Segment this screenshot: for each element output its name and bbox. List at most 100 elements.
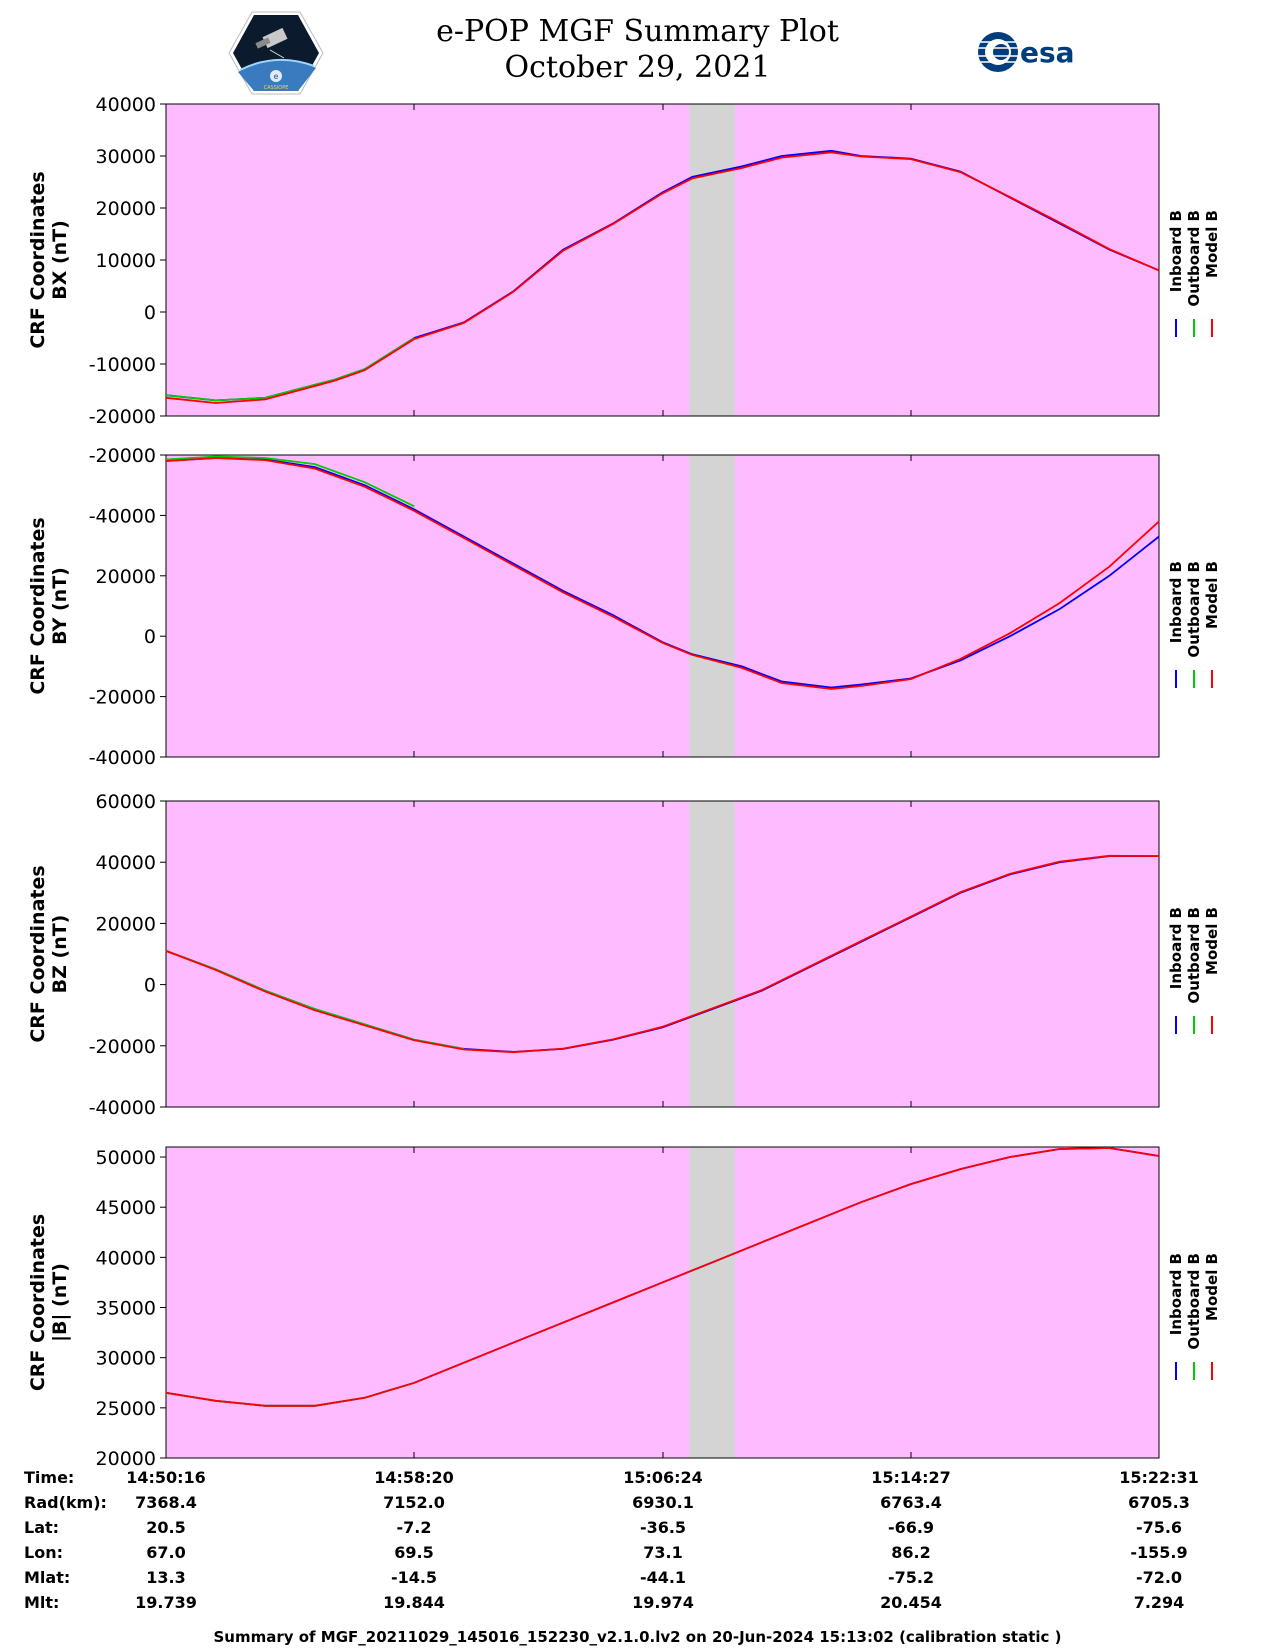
series-line-model-b [165, 151, 1160, 404]
y-tick-label: -40000 [89, 747, 156, 769]
legend-label: Model B [1203, 561, 1221, 629]
y-tick-label: 20000 [96, 198, 156, 220]
y-tick-label: 0 [144, 975, 156, 997]
plot-background [166, 104, 1159, 416]
svg-text:e: e [274, 72, 279, 81]
ephemeris-cell: -7.2 [397, 1518, 432, 1537]
y-tick-label: -20000 [89, 445, 156, 467]
y-tick-label: 60000 [96, 791, 156, 813]
y-axis-label: CRF Coordinates [27, 865, 49, 1042]
y-tick-label: 10000 [96, 250, 156, 272]
cassiope-mission-logo: e CASSIOPE [228, 11, 324, 95]
ephemeris-cell: -14.5 [391, 1568, 437, 1587]
chart-title: e-POP MGF Summary Plot October 29, 2021 [0, 14, 1275, 86]
ephemeris-cell: 20.454 [880, 1593, 942, 1612]
y-tick-label: 25000 [96, 1398, 156, 1420]
ephemeris-cell: 67.0 [146, 1543, 185, 1562]
ephemeris-row-label: Mlat: [24, 1568, 70, 1587]
legend-label: Inboard B [1167, 210, 1185, 292]
plot-background [166, 1147, 1159, 1458]
y-tick-label: 0 [144, 626, 156, 648]
legend-label: Model B [1203, 210, 1221, 278]
data-gap-band [689, 104, 735, 416]
ephemeris-cell: 6930.1 [632, 1493, 694, 1512]
ephemeris-cell: 15:22:31 [1119, 1468, 1199, 1487]
footer-caption: Summary of MGF_20211029_145016_152230_v2… [213, 1628, 1062, 1646]
ephemeris-cell: -66.9 [888, 1518, 934, 1537]
legend-label: Outboard B [1185, 210, 1203, 307]
y-axis-label: CRF Coordinates [27, 1214, 49, 1391]
y-axis-label-unit: BX (nT) [49, 220, 71, 300]
y-axis-label-unit: BY (nT) [49, 567, 71, 645]
y-tick-label: 45000 [96, 1197, 156, 1219]
series-line-model-b [165, 854, 1160, 1054]
ephemeris-cell: -72.0 [1136, 1568, 1182, 1587]
data-gap-band [689, 801, 735, 1107]
legend-label: Outboard B [1185, 1253, 1203, 1350]
legend-label: Inboard B [1167, 561, 1185, 643]
y-tick-label: -20000 [89, 687, 156, 709]
legend-label: Model B [1203, 1253, 1221, 1321]
ephemeris-cell: -44.1 [640, 1568, 686, 1587]
y-axis-label-unit: BZ (nT) [49, 915, 71, 994]
legend-label: Outboard B [1185, 561, 1203, 658]
series-line-model-b [165, 457, 1160, 690]
series-line-model-b [165, 1147, 1160, 1407]
y-tick-label: 20000 [96, 913, 156, 935]
y-tick-label: 0 [144, 302, 156, 324]
ephemeris-cell: 19.974 [632, 1593, 694, 1612]
y-tick-label: -40000 [89, 1097, 156, 1119]
y-tick-label: 35000 [96, 1298, 156, 1320]
y-tick-label: 30000 [96, 1348, 156, 1370]
y-tick-label: 40000 [96, 1247, 156, 1269]
ephemeris-cell: 69.5 [394, 1543, 433, 1562]
ephemeris-cell: -75.2 [888, 1568, 934, 1587]
plot-background [166, 455, 1159, 757]
ephemeris-cell: 73.1 [643, 1543, 682, 1562]
ephemeris-cell: 7368.4 [135, 1493, 197, 1512]
ephemeris-cell: 19.844 [383, 1593, 445, 1612]
esa-logo: esa [978, 32, 1075, 72]
ephemeris-cell: 14:50:16 [126, 1468, 206, 1487]
y-tick-label: 50000 [96, 1147, 156, 1169]
ephemeris-cell: 19.739 [135, 1593, 197, 1612]
y-tick-label: -10000 [89, 354, 156, 376]
y-tick-label: -40000 [89, 505, 156, 527]
ephemeris-cell: -75.6 [1136, 1518, 1182, 1537]
ephemeris-cell: 6763.4 [880, 1493, 942, 1512]
legend-label: Inboard B [1167, 1253, 1185, 1335]
ephemeris-cell: 6705.3 [1128, 1493, 1190, 1512]
ephemeris-row-label: Time: [24, 1468, 74, 1487]
ephemeris-cell: 15:06:24 [623, 1468, 703, 1487]
svg-text:CASSIOPE: CASSIOPE [264, 85, 289, 91]
y-tick-label: -20000 [89, 1036, 156, 1058]
title-line-1: e-POP MGF Summary Plot [436, 14, 839, 49]
ephemeris-row-label: Lat: [24, 1518, 59, 1537]
legend-label: Outboard B [1185, 907, 1203, 1004]
legend-label: Inboard B [1167, 907, 1185, 989]
legend-label: Model B [1203, 907, 1221, 975]
ephemeris-cell: 7.294 [1134, 1593, 1185, 1612]
ephemeris-cell: 20.5 [146, 1518, 185, 1537]
data-gap-band [689, 1147, 735, 1458]
ephemeris-cell: -36.5 [640, 1518, 686, 1537]
y-axis-label-unit: |B| (nT) [49, 1263, 71, 1342]
y-axis-label: CRF Coordinates [27, 171, 49, 348]
ephemeris-row-label: Lon: [24, 1543, 63, 1562]
ephemeris-cell: 14:58:20 [374, 1468, 454, 1487]
y-axis-label: CRF Coordinates [27, 517, 49, 694]
ephemeris-cell: 86.2 [891, 1543, 930, 1562]
y-tick-label: 20000 [96, 1448, 156, 1470]
svg-text:esa: esa [1020, 36, 1075, 69]
y-tick-label: 20000 [96, 566, 156, 588]
y-tick-label: 40000 [96, 94, 156, 116]
y-tick-label: 30000 [96, 146, 156, 168]
ephemeris-cell: -155.9 [1130, 1543, 1187, 1562]
series-line-outboard-b [165, 455, 415, 508]
ephemeris-row-label: Mlt: [24, 1593, 59, 1612]
y-tick-label: -20000 [89, 406, 156, 428]
title-line-2: October 29, 2021 [504, 50, 771, 85]
ephemeris-cell: 15:14:27 [871, 1468, 951, 1487]
ephemeris-cell: 13.3 [146, 1568, 185, 1587]
